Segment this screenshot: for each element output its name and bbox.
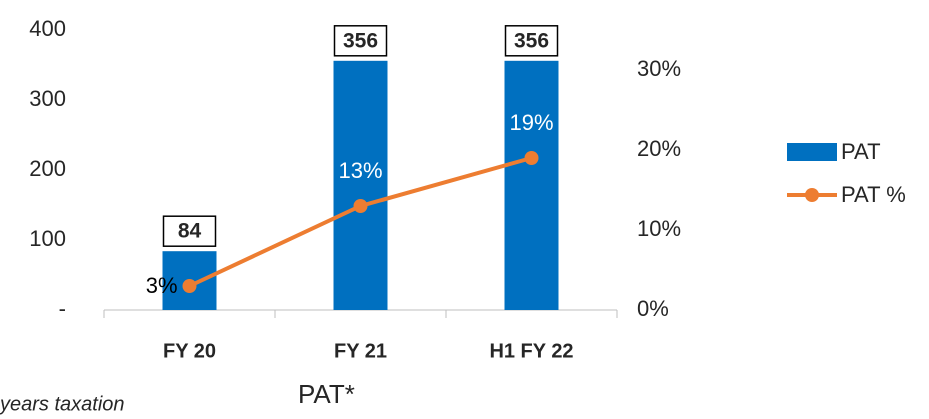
y2-tick-label: 30% [637,56,681,81]
legend-label: PAT % [841,182,906,207]
y-tick-label: 300 [29,86,66,111]
x-tick-label: FY 20 [163,340,216,362]
y2-tick-label: 10% [637,216,681,241]
y2-tick-label: 0% [637,296,669,321]
x-tick-label: H1 FY 22 [489,340,573,362]
data-label: 13% [338,158,382,183]
annotation: years taxation [0,393,125,415]
data-label: 3% [146,273,178,298]
legend-swatch [787,143,837,161]
y-tick-label: 200 [29,156,66,181]
bar [504,60,559,310]
data-label: 84 [178,220,202,243]
data-label: 356 [343,29,378,52]
data-label: 19% [509,110,553,135]
x-tick-label: FY 21 [334,340,387,362]
y-tick-label: 400 [29,16,66,41]
y-tick-label: 100 [29,226,66,251]
y2-tick-label: 20% [637,136,681,161]
data-label-box [504,25,559,57]
data-label-box [162,215,217,247]
legend-marker [805,188,819,202]
line-marker [182,279,197,293]
y-tick-label: - [59,296,66,321]
data-label: 356 [514,29,549,52]
legend-label: PAT [841,139,881,164]
data-label-box [333,25,388,57]
line-marker [524,151,539,165]
annotation: PAT* [298,379,355,409]
bar [333,60,388,310]
line-marker [353,199,368,213]
